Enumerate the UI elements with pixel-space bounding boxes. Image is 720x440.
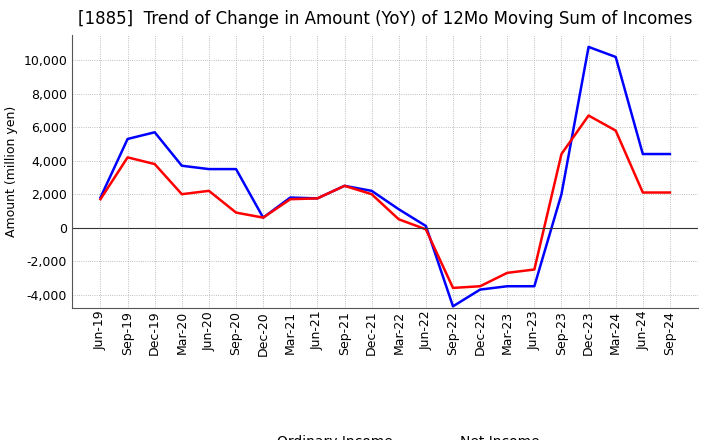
Net Income xyxy=(584,113,593,118)
Net Income xyxy=(421,227,430,232)
Line: Net Income: Net Income xyxy=(101,116,670,288)
Net Income xyxy=(395,216,403,222)
Ordinary Income xyxy=(503,284,511,289)
Ordinary Income xyxy=(178,163,186,169)
Ordinary Income xyxy=(476,287,485,292)
Title: [1885]  Trend of Change in Amount (YoY) of 12Mo Moving Sum of Incomes: [1885] Trend of Change in Amount (YoY) o… xyxy=(78,10,693,28)
Ordinary Income xyxy=(611,54,620,59)
Ordinary Income xyxy=(232,166,240,172)
Ordinary Income xyxy=(449,304,457,309)
Net Income xyxy=(96,197,105,202)
Net Income xyxy=(530,267,539,272)
Net Income xyxy=(313,196,322,201)
Net Income xyxy=(639,190,647,195)
Ordinary Income xyxy=(341,183,349,188)
Net Income xyxy=(178,191,186,197)
Ordinary Income xyxy=(639,151,647,157)
Net Income xyxy=(204,188,213,194)
Ordinary Income xyxy=(150,130,159,135)
Net Income xyxy=(123,155,132,160)
Legend: Ordinary Income, Net Income: Ordinary Income, Net Income xyxy=(225,429,545,440)
Net Income xyxy=(259,215,268,220)
Ordinary Income xyxy=(259,215,268,220)
Ordinary Income xyxy=(96,195,105,200)
Net Income xyxy=(341,183,349,188)
Ordinary Income xyxy=(313,196,322,201)
Net Income xyxy=(503,270,511,275)
Ordinary Income xyxy=(204,166,213,172)
Ordinary Income xyxy=(395,207,403,212)
Net Income xyxy=(476,284,485,289)
Ordinary Income xyxy=(665,151,674,157)
Ordinary Income xyxy=(123,136,132,142)
Ordinary Income xyxy=(557,191,566,197)
Ordinary Income xyxy=(530,284,539,289)
Net Income xyxy=(232,210,240,215)
Net Income xyxy=(150,161,159,167)
Net Income xyxy=(665,190,674,195)
Net Income xyxy=(557,151,566,157)
Line: Ordinary Income: Ordinary Income xyxy=(101,47,670,306)
Ordinary Income xyxy=(367,188,376,194)
Net Income xyxy=(449,285,457,290)
Y-axis label: Amount (million yen): Amount (million yen) xyxy=(5,106,18,237)
Net Income xyxy=(286,197,294,202)
Ordinary Income xyxy=(584,44,593,50)
Net Income xyxy=(611,128,620,133)
Ordinary Income xyxy=(286,195,294,200)
Ordinary Income xyxy=(421,224,430,229)
Net Income xyxy=(367,191,376,197)
